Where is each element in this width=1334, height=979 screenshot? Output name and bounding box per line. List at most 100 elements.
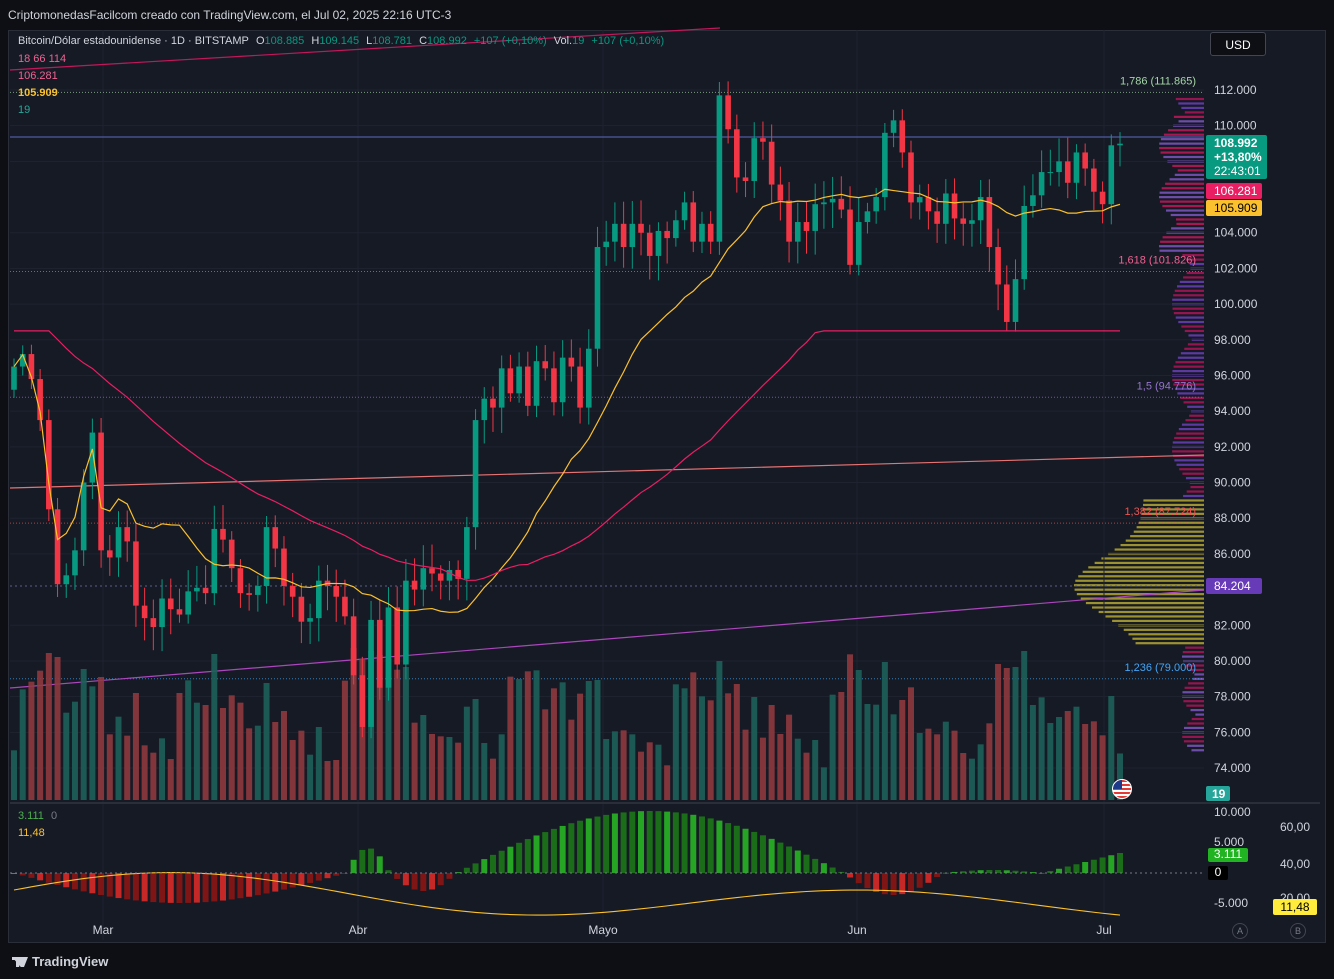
vp-bar xyxy=(1194,673,1204,676)
candle-body xyxy=(307,618,313,622)
vp-bar xyxy=(1132,637,1204,640)
osc-bar xyxy=(89,873,96,894)
candle-body xyxy=(934,211,940,224)
volume-bar xyxy=(1117,753,1123,800)
candle-body xyxy=(821,202,827,205)
osc-bar xyxy=(855,873,862,884)
us-flag-icon xyxy=(1112,779,1132,799)
candle-body xyxy=(951,193,958,219)
volume-bar xyxy=(873,704,880,800)
bottom-bar xyxy=(0,943,1334,979)
osc-bar xyxy=(228,873,235,900)
volume-bar xyxy=(725,693,732,800)
candle-body xyxy=(533,361,540,406)
close-value: 108.992 xyxy=(427,35,467,47)
vp-bar xyxy=(1175,361,1204,364)
volume-bar xyxy=(463,706,470,800)
vp-bar xyxy=(1143,503,1204,507)
vp-bar xyxy=(1191,717,1204,721)
candle-body xyxy=(385,607,392,688)
volume-bar xyxy=(742,729,749,800)
candle-body xyxy=(176,609,183,615)
candle-body xyxy=(446,569,453,581)
candle-body xyxy=(281,548,287,587)
volume-bar xyxy=(237,702,244,800)
volume-bar xyxy=(777,734,784,800)
vp-bar xyxy=(1191,749,1204,752)
osc-legend-a: 3.111 0 xyxy=(18,810,57,822)
vol-label: Vol. xyxy=(553,35,573,47)
osc-bar xyxy=(54,873,61,886)
osc-bar xyxy=(159,873,166,903)
vp-bar xyxy=(1074,584,1204,587)
osc-badge-b: 11,48 xyxy=(1280,900,1309,914)
vp-bar xyxy=(1088,566,1204,569)
osc-bar xyxy=(1082,861,1089,873)
vp-bar xyxy=(1183,494,1204,498)
candle-body xyxy=(646,232,653,256)
vp-bar xyxy=(1185,258,1204,261)
vp-bar xyxy=(1125,539,1204,542)
vp-bar xyxy=(1169,178,1204,181)
osc-bar xyxy=(1029,872,1036,874)
volume-bar xyxy=(1073,706,1080,800)
osc-bar xyxy=(307,873,314,883)
currency-button[interactable]: USD xyxy=(1210,32,1266,56)
volume-bar xyxy=(420,715,427,800)
osc-bar xyxy=(315,873,322,881)
osc-bar xyxy=(280,873,287,890)
vp-bar xyxy=(1173,115,1204,118)
volume-bar xyxy=(272,722,279,800)
volume-bar xyxy=(141,745,148,800)
osc-bar xyxy=(559,825,566,873)
log-scale-button[interactable]: B xyxy=(1290,923,1306,939)
vp-bar xyxy=(1172,370,1204,373)
vp-bar xyxy=(1182,735,1204,738)
osc-bar xyxy=(742,828,749,873)
vp-bar xyxy=(1185,477,1204,480)
top-bar: CriptomonedasFacilcom creado con Trading… xyxy=(0,0,1334,30)
osc-bar xyxy=(202,873,209,903)
osc-bar xyxy=(246,873,253,897)
candle-body xyxy=(585,348,592,408)
vp-bar xyxy=(1143,499,1204,502)
vp-bar xyxy=(1101,557,1204,560)
osc-bar xyxy=(455,872,462,874)
osc-bar xyxy=(141,873,148,902)
osc-bar xyxy=(193,873,200,903)
osc-bar xyxy=(925,873,932,883)
volume-bar xyxy=(951,730,958,800)
candle-body xyxy=(960,218,967,224)
vp-bar xyxy=(1174,436,1204,440)
auto-scale-button[interactable]: A xyxy=(1232,923,1248,939)
osc-bar xyxy=(1099,857,1106,873)
vp-bar xyxy=(1178,428,1204,431)
vp-bar xyxy=(1176,218,1204,221)
volume-bar xyxy=(942,721,949,800)
x-tick-label-3: Jun xyxy=(847,923,866,937)
vp-bar xyxy=(1133,530,1204,533)
osc-bar xyxy=(524,839,531,873)
osc-bar xyxy=(1003,870,1010,873)
vp-bar xyxy=(1114,548,1204,551)
osc-bar xyxy=(115,873,122,899)
candle-body xyxy=(577,366,583,408)
candle-body xyxy=(855,222,862,265)
osc-bar xyxy=(838,871,845,873)
osc-bar xyxy=(890,873,897,895)
osc-bar xyxy=(585,818,592,873)
x-tick-label-0: Mar xyxy=(93,923,114,937)
osc-bar xyxy=(472,863,479,873)
volume-bar xyxy=(341,680,348,800)
osc-bar xyxy=(71,873,78,890)
candle-body xyxy=(829,198,836,203)
vp-bar xyxy=(1184,347,1204,350)
volume-bar xyxy=(855,670,862,800)
y-tick-label-7: 96.000 xyxy=(1214,368,1251,382)
volume-bar xyxy=(603,739,610,800)
vp-bar xyxy=(1172,307,1204,310)
volume-bar xyxy=(394,669,401,800)
osc-bar xyxy=(733,825,740,873)
symbol-legend: Bitcoin/Dólar estadounidense · 1D · BITS… xyxy=(18,35,668,47)
